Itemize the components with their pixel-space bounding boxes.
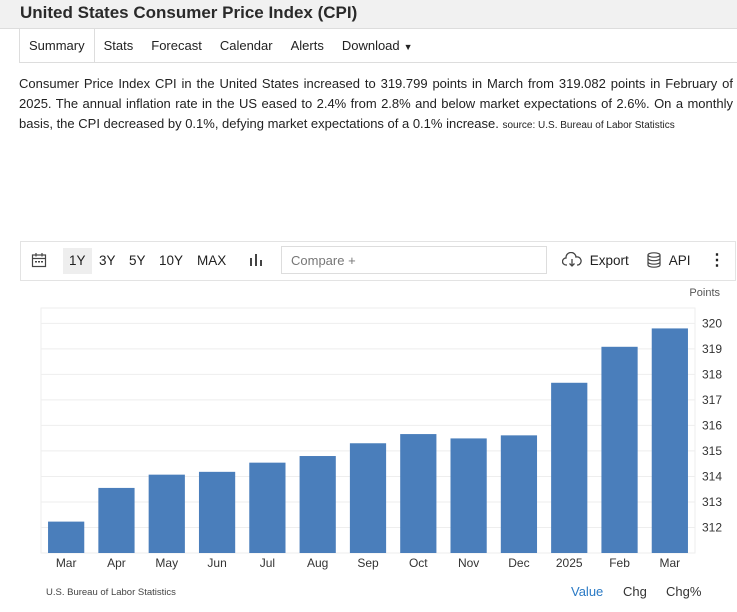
y-tick-label: 317 <box>702 393 722 407</box>
range-3y[interactable]: 3Y <box>99 253 116 268</box>
chart-toolbar: 1Y 3Y 5Y 10Y MAX Compare + Export API ⋮ <box>20 241 736 281</box>
bar <box>400 434 437 553</box>
x-tick-label: Aug <box>307 556 328 570</box>
bar <box>148 474 185 553</box>
cpi-bar-chart: Points 312 313 314 315 316 317 318 319 320 Mar Apr M… <box>40 287 722 570</box>
tab-alerts[interactable]: Alerts <box>290 38 324 53</box>
x-tick-label: Feb <box>609 556 630 570</box>
y-tick-label: 318 <box>702 367 722 381</box>
description-text: Consumer Price Index CPI in the United S… <box>19 76 733 131</box>
x-tick-label: Jun <box>207 556 226 570</box>
x-tick-label: Mar <box>660 556 681 570</box>
view-chg-pct-button[interactable]: Chg% <box>666 584 702 599</box>
y-tick-label: 319 <box>702 342 722 356</box>
title-bar: United States Consumer Price Index (CPI) <box>0 0 737 29</box>
x-tick-label: Jul <box>260 556 275 570</box>
range-5y[interactable]: 5Y <box>129 253 146 268</box>
bar <box>601 346 638 553</box>
range-10y[interactable]: 10Y <box>159 253 184 268</box>
y-tick-label: 312 <box>702 520 722 534</box>
tab-stats[interactable]: Stats <box>103 38 134 53</box>
bar <box>48 521 85 553</box>
y-axis-label: Points <box>689 287 720 299</box>
api-button[interactable]: API <box>647 242 691 280</box>
bar <box>349 443 387 553</box>
x-tick-label: Oct <box>409 556 428 570</box>
bar <box>651 328 688 553</box>
calendar-icon[interactable] <box>31 242 47 280</box>
bar <box>299 456 336 553</box>
x-tick-label: Dec <box>508 556 529 570</box>
bar <box>551 382 588 553</box>
y-tick-label: 315 <box>702 444 722 458</box>
tab-calendar[interactable]: Calendar <box>219 38 273 53</box>
bar-chart-icon[interactable] <box>249 242 263 280</box>
x-tick-label: Sep <box>357 556 379 570</box>
chart-area: Points 312 313 314 315 316 317 318 319 320 Mar Apr M… <box>20 280 734 610</box>
caret-down-icon: ▼ <box>403 42 413 52</box>
view-value-button[interactable]: Value <box>571 584 604 599</box>
export-label: Export <box>589 253 629 268</box>
x-tick-label: Nov <box>458 556 479 570</box>
x-tick-label: Apr <box>107 556 126 570</box>
x-tick-label: 2025 <box>556 556 583 570</box>
y-tick-label: 320 <box>702 316 722 330</box>
compare-input[interactable]: Compare + <box>281 246 547 274</box>
tab-download-label: Download <box>341 38 400 53</box>
tab-bar: Summary Stats Forecast Calendar Alerts D… <box>19 29 737 63</box>
y-tick-label: 314 <box>702 469 722 483</box>
tab-forecast[interactable]: Forecast <box>151 38 202 53</box>
description: Consumer Price Index CPI in the United S… <box>19 74 733 136</box>
tab-summary[interactable]: Summary <box>19 29 95 62</box>
range-1y[interactable]: 1Y <box>63 248 92 274</box>
bar <box>98 487 135 553</box>
api-label: API <box>668 253 691 268</box>
cloud-download-icon <box>561 251 582 267</box>
view-chg-button[interactable]: Chg <box>623 584 647 599</box>
bar <box>198 471 236 553</box>
bar <box>450 438 487 553</box>
x-tick-label: May <box>155 556 178 570</box>
more-vertical-icon[interactable]: ⋮ <box>709 252 725 269</box>
description-source: source: U.S. Bureau of Labor Statistics <box>502 120 675 131</box>
bar <box>500 435 538 553</box>
tab-download[interactable]: Download ▼ <box>333 29 422 62</box>
export-button[interactable]: Export <box>561 242 629 280</box>
y-tick-label: 316 <box>702 418 722 432</box>
page-title: United States Consumer Price Index (CPI) <box>20 3 358 22</box>
chart-source: U.S. Bureau of Labor Statistics <box>46 587 176 598</box>
database-icon <box>647 252 661 268</box>
x-tick-label: Mar <box>56 556 77 570</box>
bar <box>249 462 286 553</box>
y-tick-label: 313 <box>702 495 722 509</box>
range-max[interactable]: MAX <box>197 253 227 268</box>
